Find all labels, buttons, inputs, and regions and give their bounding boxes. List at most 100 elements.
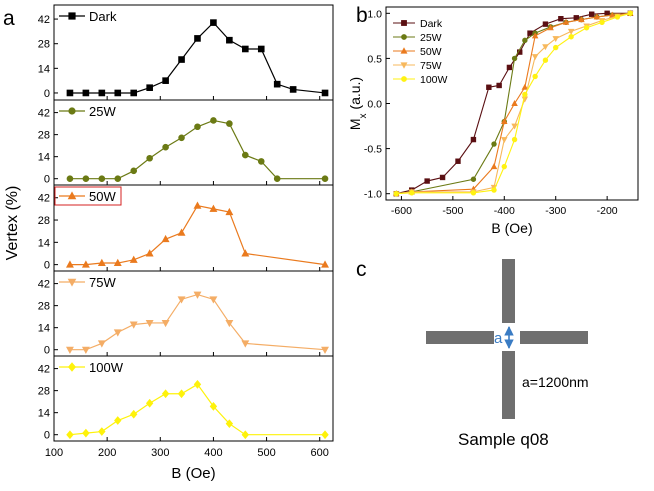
data-point-Dark	[486, 84, 492, 90]
data-point-Dark	[146, 84, 153, 91]
data-point-Dark	[589, 11, 595, 17]
legend-label-50W: 50W	[420, 46, 442, 58]
data-point-75W	[542, 44, 549, 51]
legend-label-25W: 25W	[89, 104, 116, 119]
data-point-100W	[225, 419, 234, 429]
y-tick-label: 14	[38, 237, 50, 249]
panel-label-a: a	[3, 7, 15, 30]
data-point-25W	[114, 175, 122, 183]
series-100W: 100W	[393, 10, 633, 197]
data-point-50W	[241, 249, 250, 257]
x-tick-label: -600	[391, 205, 412, 217]
data-point-Dark	[439, 174, 446, 181]
y-tick-label: 14	[38, 408, 50, 420]
data-point-100W	[321, 430, 329, 440]
y-tick-label: 14	[38, 63, 50, 75]
legend-marker-50W	[400, 47, 408, 54]
data-point-75W	[177, 296, 186, 304]
data-point-Dark	[162, 77, 169, 84]
data-point-75W	[321, 346, 329, 354]
x-tick-label: -200	[597, 205, 618, 217]
data-point-50W	[501, 118, 508, 124]
subplot-25W: 0 14 28 42 25W	[38, 99, 334, 186]
data-point-25W	[194, 123, 201, 131]
data-point-100W	[177, 389, 186, 399]
data-point-50W	[490, 163, 498, 170]
legend-label-75W: 75W	[420, 60, 442, 72]
data-point-25W	[470, 176, 477, 182]
legend-marker-50W	[67, 191, 77, 200]
y-tick-label: 42	[38, 193, 50, 205]
panel-c-diagram: a a=1200nm Sample q08	[426, 259, 589, 449]
gap-label: a	[494, 330, 503, 347]
data-point-25W	[82, 175, 90, 183]
data-point-100W	[409, 190, 415, 196]
y-tick-label: 28	[38, 386, 50, 398]
data-point-75W	[161, 319, 170, 328]
y-tick-label: 42	[38, 108, 50, 120]
x-tick-label: 400	[204, 447, 222, 459]
data-point-25W	[491, 141, 497, 147]
y-tick-label: 14	[38, 323, 50, 335]
x-tick-label: -400	[494, 205, 515, 217]
x-tick-label: 600	[311, 447, 329, 459]
legend-marker-100W	[401, 76, 407, 82]
y-tick-label: 28	[38, 130, 50, 142]
data-point-25W	[522, 37, 528, 44]
data-point-25W	[178, 134, 185, 142]
x-tick-label: -500	[442, 205, 463, 217]
data-point-100W	[627, 10, 633, 17]
data-point-Dark	[257, 45, 265, 53]
data-point-Dark	[226, 36, 233, 44]
data-point-Dark	[496, 82, 502, 89]
y-tick-label: 0	[44, 430, 50, 442]
y-tick-label: 0	[44, 88, 50, 100]
data-point-Dark	[424, 178, 430, 184]
subplot-frame	[53, 355, 334, 442]
data-point-100W	[568, 34, 574, 40]
y-tick-label: 0.0	[367, 99, 382, 111]
data-point-100W	[583, 25, 590, 31]
y-tick-label: 1.0	[367, 8, 382, 20]
sample-caption: Sample q08	[458, 430, 549, 449]
legend-marker-25W	[68, 107, 76, 115]
data-point-75W	[193, 291, 202, 299]
data-point-50W	[321, 260, 329, 268]
legend-marker-100W	[67, 362, 77, 372]
data-point-50W	[225, 207, 234, 216]
data-point-50W	[562, 18, 570, 25]
data-point-75W	[145, 319, 154, 328]
data-point-100W	[82, 428, 90, 438]
data-point-25W	[66, 175, 74, 183]
y-axis-label: Mx (a.u.)	[347, 77, 369, 130]
data-point-100W	[553, 44, 559, 51]
data-point-75W	[552, 36, 559, 43]
data-point-50W	[511, 99, 518, 106]
data-point-25W	[98, 175, 106, 183]
legend-marker-Dark	[68, 12, 76, 20]
data-point-Dark	[321, 89, 329, 97]
series-line-100W	[69, 383, 326, 436]
data-point-100W	[145, 398, 154, 408]
y-tick-label: 14	[38, 152, 50, 164]
data-point-50W	[113, 258, 122, 267]
data-point-75W	[501, 137, 508, 144]
data-point-100W	[161, 389, 170, 399]
data-point-50W	[81, 260, 90, 268]
size-label: a=1200nm	[522, 374, 589, 390]
data-point-100W	[542, 57, 549, 63]
data-point-100W	[66, 430, 74, 440]
data-point-50W	[593, 13, 601, 20]
panel-label-c: c	[356, 258, 367, 281]
data-point-25W	[130, 167, 138, 175]
series-line-Dark	[69, 21, 326, 94]
y-tick-label: 42	[38, 279, 50, 291]
data-point-25W	[257, 158, 265, 165]
legend-label-100W: 100W	[420, 74, 448, 86]
y-tick-label: 28	[38, 215, 50, 227]
data-point-Dark	[542, 21, 549, 27]
nanobar-left	[426, 331, 494, 344]
data-point-75W	[225, 319, 234, 328]
data-point-100W	[193, 379, 202, 389]
legend-label-Dark: Dark	[89, 9, 117, 24]
